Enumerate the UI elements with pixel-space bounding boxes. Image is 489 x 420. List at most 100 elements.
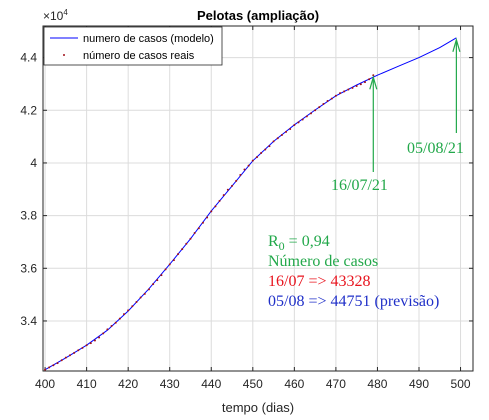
x-tick-label: 480 xyxy=(367,377,387,391)
data-point-real xyxy=(77,349,79,351)
data-point-real xyxy=(111,325,113,327)
y-exponent-power: 4 xyxy=(63,8,68,17)
legend-label-real: número de casos reais xyxy=(83,50,195,62)
data-point-real xyxy=(65,357,67,359)
data-point-real xyxy=(327,100,329,102)
x-tick-label: 500 xyxy=(451,377,471,391)
x-tick-label: 460 xyxy=(284,377,304,391)
data-point-real xyxy=(169,263,171,265)
data-point-real xyxy=(356,85,358,87)
y-tick-label: 3.8 xyxy=(20,209,37,223)
data-point-real xyxy=(281,134,283,136)
data-point-real xyxy=(189,238,191,240)
data-point-real xyxy=(322,103,324,105)
data-point-real xyxy=(368,78,370,80)
data-point-real xyxy=(219,200,221,202)
y-exponent-base: ×10 xyxy=(43,9,64,23)
data-point-real xyxy=(194,232,196,234)
data-point-real xyxy=(73,352,75,354)
data-point-real xyxy=(285,131,287,133)
data-point-real xyxy=(156,279,158,281)
data-point-real xyxy=(227,189,229,191)
data-point-real xyxy=(252,160,254,162)
cases-real-line: 16/07 => 43328 xyxy=(268,273,371,290)
y-exponent-label: ×104 xyxy=(43,8,68,23)
data-point-real xyxy=(202,222,204,224)
y-tick-label: 3.4 xyxy=(20,314,37,328)
data-point-real xyxy=(314,109,316,111)
data-point-real xyxy=(264,149,266,151)
data-point-real xyxy=(127,309,129,311)
data-point-real xyxy=(289,128,291,130)
x-tick-label: 470 xyxy=(326,377,346,391)
data-point-real xyxy=(310,112,312,114)
data-point-real xyxy=(206,216,208,218)
x-axis-label: tempo (dias) xyxy=(222,400,294,415)
data-point-real xyxy=(364,81,366,83)
data-point-real xyxy=(277,137,279,139)
data-point-real xyxy=(140,297,142,299)
data-point-real xyxy=(239,174,241,176)
data-point-real xyxy=(52,364,54,366)
data-point-real xyxy=(177,253,179,255)
data-point-real xyxy=(94,339,96,341)
y-tick-label: 4 xyxy=(30,156,37,170)
data-point-real xyxy=(339,92,341,94)
data-point-real xyxy=(102,332,104,334)
data-point-real xyxy=(260,152,262,154)
x-tick-label: 410 xyxy=(77,377,97,391)
data-point-real xyxy=(231,185,233,187)
cases-forecast-line: 05/08 => 44751 (previsão) xyxy=(268,293,439,310)
y-tick-label: 4.2 xyxy=(20,103,37,117)
data-point-real xyxy=(44,369,46,371)
data-point-real xyxy=(214,205,216,207)
data-point-real xyxy=(165,268,167,270)
data-point-real xyxy=(210,210,212,212)
legend-marker-real xyxy=(63,54,65,56)
x-tick-label: 420 xyxy=(118,377,138,391)
chart-title: Pelotas (ampliação) xyxy=(197,8,319,23)
data-point-real xyxy=(69,354,71,356)
legend: numero de casos (modelo) número de casos… xyxy=(44,27,222,65)
x-tick-label: 400 xyxy=(35,377,55,391)
data-point-real xyxy=(119,318,121,320)
data-point-real xyxy=(123,313,125,315)
data-point-real xyxy=(352,87,354,89)
data-point-real xyxy=(181,248,183,250)
x-tick-label: 430 xyxy=(160,377,180,391)
annotation-1607: 16/07/21 xyxy=(331,177,388,194)
data-point-real xyxy=(48,366,50,368)
data-point-real xyxy=(198,227,200,229)
data-point-real xyxy=(148,288,150,290)
data-point-real xyxy=(131,305,133,307)
data-point-real xyxy=(335,95,337,97)
data-point-real xyxy=(57,362,59,364)
y-tick-label: 4.4 xyxy=(20,51,37,65)
data-point-real xyxy=(61,359,63,361)
data-point-real xyxy=(360,83,362,85)
annotation-0508: 05/08/21 xyxy=(407,140,464,157)
data-point-real xyxy=(106,328,108,330)
data-point-real xyxy=(347,88,349,90)
data-point-real xyxy=(331,98,333,100)
data-point-real xyxy=(318,106,320,108)
data-point-real xyxy=(306,115,308,117)
data-point-real xyxy=(144,293,146,295)
data-point-real xyxy=(298,121,300,123)
data-point-real xyxy=(152,283,154,285)
cases-heading: Número de casos xyxy=(268,253,378,270)
data-point-real xyxy=(248,165,250,167)
data-point-real xyxy=(268,145,270,147)
data-point-real xyxy=(81,347,83,349)
data-point-real xyxy=(293,124,295,126)
plot-area xyxy=(43,26,473,371)
data-point-real xyxy=(273,140,275,142)
data-point-real xyxy=(173,259,175,261)
data-point-real xyxy=(160,274,162,276)
y-tick-label: 3.6 xyxy=(20,261,37,275)
r0-prefix: R xyxy=(268,233,279,250)
x-tick-label: 440 xyxy=(201,377,221,391)
x-tick-label: 450 xyxy=(243,377,263,391)
data-point-real xyxy=(302,118,304,120)
